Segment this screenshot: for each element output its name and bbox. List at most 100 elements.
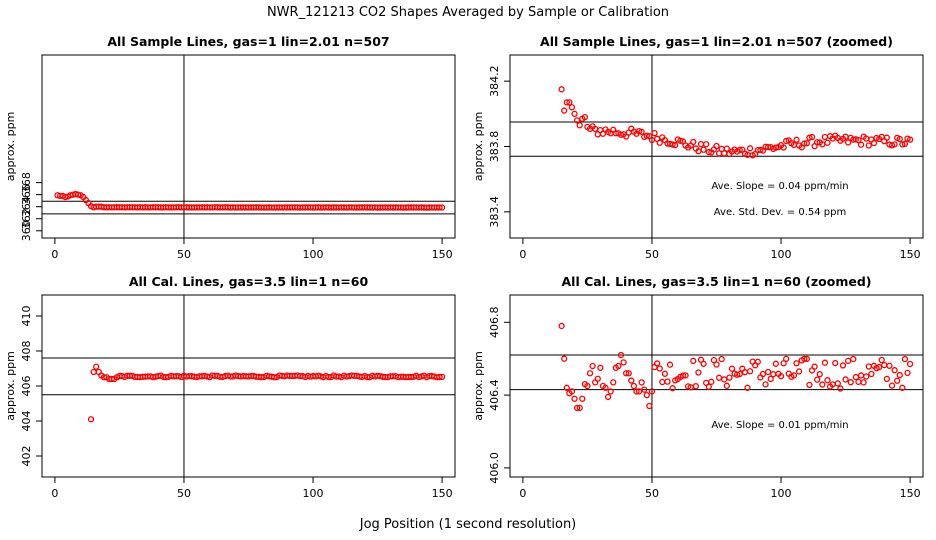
y-tick-label: 360 — [20, 220, 33, 241]
data-point — [746, 368, 754, 375]
y-tick-label: 406.8 — [488, 307, 501, 339]
data-point — [824, 139, 831, 146]
data-point — [842, 376, 849, 383]
data-point — [664, 378, 671, 385]
annotation-text: Ave. Std. Dev. = 0.54 ppm — [714, 207, 846, 218]
data-point — [271, 374, 278, 381]
data-point — [630, 382, 638, 390]
data-point — [436, 373, 443, 381]
y-tick-label: 406 — [20, 376, 33, 397]
y-tick-label: 364 — [20, 196, 33, 217]
data-point — [821, 359, 829, 366]
chart-panel-3: All Cal. Lines, gas=3.5 lin=1 n=60 0 50 100… — [4, 274, 456, 500]
data-point — [700, 146, 707, 153]
data-point — [594, 375, 601, 382]
x-tick-label: 0 — [51, 487, 58, 500]
data-point — [870, 139, 878, 147]
data-point — [708, 378, 715, 385]
data-point — [625, 370, 632, 377]
data-point — [824, 377, 831, 384]
data-point — [894, 377, 901, 384]
data-point — [811, 363, 818, 370]
data-point — [643, 132, 650, 139]
data-point — [610, 379, 617, 386]
data-point — [563, 99, 570, 106]
panel-title: All Sample Lines, gas=1 lin=2.01 n=507 (… — [540, 34, 893, 49]
data-point — [669, 385, 676, 392]
data-point — [780, 144, 787, 151]
y-tick-label: 368 — [20, 172, 33, 193]
x-tick-label: 100 — [771, 487, 792, 500]
data-point — [563, 384, 570, 391]
data-point — [754, 358, 761, 365]
data-point — [623, 370, 630, 377]
data-point — [865, 363, 872, 370]
panel-title: All Cal. Lines, gas=3.5 lin=1 n=60 (zoom… — [562, 274, 872, 289]
data-point — [832, 359, 839, 367]
plot-frame — [41, 54, 456, 239]
data-point — [617, 351, 625, 359]
data-point — [703, 141, 710, 148]
data-point — [710, 357, 718, 364]
data-point — [633, 388, 640, 395]
y-tick-label: 384.2 — [488, 65, 501, 97]
data-point — [899, 384, 906, 391]
data-point — [793, 360, 800, 367]
data-point — [736, 146, 743, 154]
data-point — [648, 388, 656, 395]
data-point — [90, 368, 97, 376]
data-point — [635, 127, 643, 135]
data-point — [669, 141, 676, 148]
data-point — [764, 368, 772, 376]
data-point — [643, 391, 650, 399]
data-point — [656, 139, 663, 146]
data-point — [620, 359, 627, 366]
data-point — [816, 371, 823, 378]
data-point — [438, 373, 446, 381]
data-point — [695, 369, 702, 376]
data-point — [718, 355, 725, 363]
x-tick-label: 100 — [303, 487, 324, 500]
data-point — [571, 395, 578, 402]
data-point — [573, 404, 581, 411]
data-point — [607, 388, 614, 395]
panel-title: All Sample Lines, gas=1 lin=2.01 n=507 — [107, 34, 389, 49]
data-point — [891, 141, 898, 148]
data-point — [713, 361, 720, 368]
data-point — [881, 361, 888, 369]
data-point — [883, 375, 891, 383]
data-point — [571, 110, 578, 117]
data-point — [814, 376, 821, 383]
data-point — [672, 142, 679, 149]
x-tick-label: 0 — [519, 487, 526, 500]
data-point — [865, 142, 872, 149]
data-point — [878, 356, 885, 364]
data-point — [808, 133, 816, 141]
data-point — [906, 136, 914, 143]
data-point — [783, 355, 790, 363]
data-point — [700, 360, 707, 367]
data-point — [690, 357, 697, 365]
data-point — [860, 379, 867, 386]
data-point — [653, 360, 661, 367]
data-point — [93, 363, 100, 370]
data-point — [617, 131, 625, 138]
data-point — [883, 134, 891, 141]
y-axis-label: approx. ppm — [4, 112, 17, 182]
data-point — [896, 371, 903, 379]
data-point — [844, 357, 852, 365]
chart-panel-4: All Cal. Lines, gas=3.5 lin=1 n=60 (zoom… — [472, 274, 924, 500]
y-tick-label: 366 — [20, 184, 33, 205]
data-point — [780, 360, 787, 367]
y-tick-label: 404 — [20, 411, 33, 432]
data-point — [576, 404, 583, 411]
data-point — [677, 137, 684, 144]
data-point — [438, 204, 446, 211]
data-point — [795, 368, 803, 375]
data-point — [762, 381, 769, 388]
x-tick-label: 150 — [900, 487, 921, 500]
data-point — [558, 322, 565, 330]
plot-frame — [41, 294, 456, 478]
x-tick-label: 100 — [303, 248, 324, 261]
